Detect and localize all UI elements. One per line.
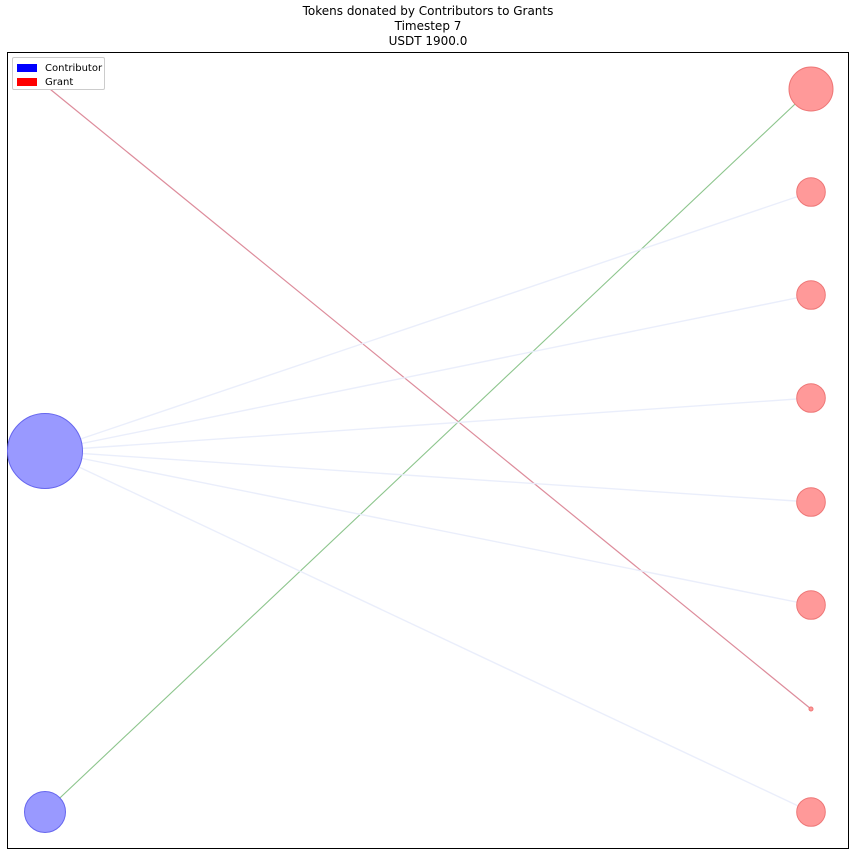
edge-c0-g2 <box>44 294 812 452</box>
chart-title: Tokens donated by Contributors to Grants… <box>0 4 856 49</box>
grant-node-g5 <box>796 590 826 620</box>
edge-c0-g1 <box>44 191 812 452</box>
edge-c0-g7 <box>44 450 812 813</box>
grant-node-g1 <box>796 177 826 207</box>
edge-c0-g5 <box>44 450 812 606</box>
legend: Contributor Grant <box>12 57 105 90</box>
grant-node-g4 <box>796 487 826 517</box>
title-line-1: Tokens donated by Contributors to Grants <box>302 4 554 18</box>
grant-node-g3 <box>796 383 826 413</box>
contributor-node-c0 <box>7 413 83 489</box>
edge-c1-g0 <box>44 88 812 813</box>
legend-swatch-contributor <box>17 64 37 72</box>
edge-c2-g6 <box>44 84 812 710</box>
title-line-2: Timestep 7 <box>394 19 462 33</box>
legend-item-contributor: Contributor <box>17 62 102 74</box>
edge-c0-g4 <box>44 450 812 503</box>
edges-layer <box>44 84 812 813</box>
legend-label-contributor: Contributor <box>45 62 103 74</box>
contributor-node-c1 <box>24 791 66 833</box>
legend-swatch-grant <box>17 78 37 86</box>
nodes-layer <box>7 66 834 833</box>
title-line-3: USDT 1900.0 <box>388 34 468 48</box>
legend-label-grant: Grant <box>45 76 74 88</box>
grant-node-g2 <box>796 280 826 310</box>
edge-c0-g3 <box>44 397 812 452</box>
grant-node-g0 <box>788 66 834 112</box>
grant-node-g6 <box>808 706 814 712</box>
legend-item-grant: Grant <box>17 76 73 88</box>
grant-node-g7 <box>796 797 826 827</box>
